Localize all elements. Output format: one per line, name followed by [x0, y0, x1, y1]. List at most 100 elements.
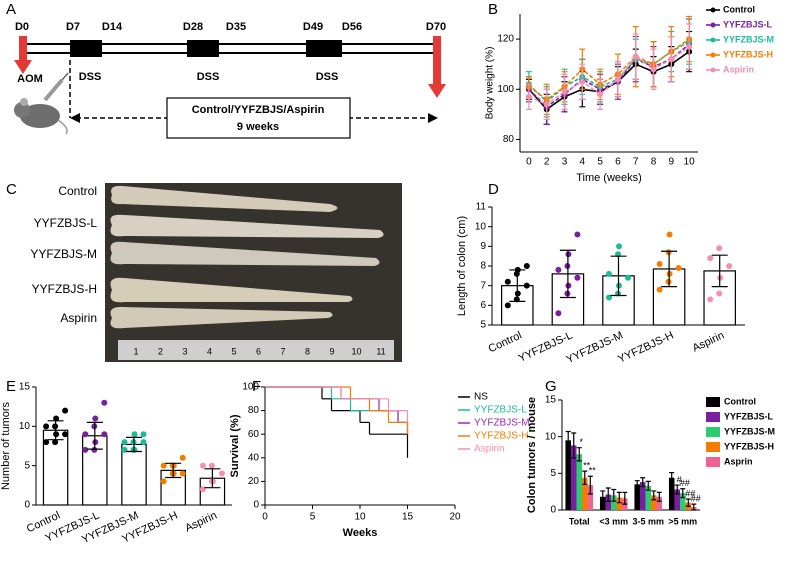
x-tick-label: 5: [310, 512, 316, 523]
treatment-box: [166, 97, 351, 139]
ruler: [118, 340, 394, 360]
significance-mark: *: [579, 437, 583, 447]
y-tick-label: 7: [480, 280, 486, 291]
error-bar: [711, 254, 728, 288]
legend-label: Control: [723, 4, 755, 14]
bar: [576, 454, 583, 510]
error-bar: [582, 470, 588, 485]
y-tick-label: 5: [24, 460, 30, 471]
end-arrow: [433, 36, 441, 86]
day-label: D70: [426, 21, 446, 33]
legend-label: Aspirin: [723, 64, 754, 74]
data-point: [726, 263, 733, 269]
aom-arrow-head: [14, 60, 32, 74]
x-tick-label: 4: [580, 157, 586, 168]
data-point: [656, 286, 663, 293]
legend-swatch: [706, 412, 720, 422]
significance-mark: ##: [680, 478, 690, 488]
legend-label: YYFZBJS-L: [723, 19, 773, 29]
dss-label: DSS: [79, 71, 102, 83]
dss-label: DSS: [197, 71, 220, 83]
y-tick-label: 40: [248, 452, 260, 463]
ruler-labels: 1 2 3 4 5 6 7 8 9 10 11: [133, 346, 385, 356]
data-point: [716, 245, 723, 252]
y-axis-label: Length of colon (cm): [456, 216, 468, 316]
y-tick-label: 10: [475, 221, 487, 232]
legend-label: YYFZBJS-M: [474, 418, 530, 429]
error-bar: [605, 487, 611, 502]
error-bar: [661, 250, 678, 288]
error-bar: [685, 498, 691, 507]
y-tick-label: 20: [248, 476, 260, 487]
data-point: [218, 470, 225, 477]
y-tick-label: 0: [24, 500, 30, 511]
x-tick-label: 0: [262, 512, 268, 523]
bar: [651, 495, 657, 510]
y-tick-label: 6: [480, 300, 486, 311]
legend-label: Aspirin: [474, 444, 505, 455]
error-bar: [634, 480, 640, 489]
data-point: [606, 270, 612, 277]
group-label: Aspirin: [60, 311, 97, 325]
legend-swatch: [706, 397, 720, 407]
day-label: D0: [15, 21, 29, 33]
panel-label: C: [6, 181, 17, 198]
ruler-number: 10: [351, 346, 361, 356]
data-point: [625, 274, 631, 281]
data-point: [504, 302, 511, 309]
bar: [679, 493, 686, 510]
data-point: [686, 43, 693, 50]
data-point: [561, 88, 568, 95]
x-tick-label: YYFZBJS-H: [616, 329, 675, 365]
error-bar: [126, 436, 142, 453]
data-point: [525, 93, 532, 100]
day-label: D7: [66, 21, 80, 33]
photo-background: [105, 183, 402, 362]
y-tick-label: 11: [476, 202, 487, 213]
group-label: YYFZBJS-H: [32, 282, 97, 296]
legend-swatch: [706, 442, 720, 452]
error-bar: [587, 475, 593, 495]
bar: [565, 440, 571, 510]
ruler-number: 11: [376, 346, 385, 356]
data-point: [208, 462, 215, 469]
legend-marker: [710, 37, 716, 43]
line-series: [528, 45, 690, 106]
data-point: [574, 274, 581, 281]
significance-mark: ##: [685, 488, 695, 498]
ruler-number: 3: [182, 346, 187, 356]
data-point: [160, 478, 167, 485]
x-tick-label: 7: [633, 157, 639, 168]
data-point: [43, 439, 50, 446]
dss-block: [187, 40, 219, 57]
aom-arrow: [19, 36, 27, 62]
data-point: [543, 101, 550, 108]
x-tick-label: YYFZBJS-M: [565, 329, 625, 366]
legend-label: NS: [474, 392, 488, 403]
legend-label: YYFZBJS-L: [474, 405, 527, 416]
legend-label: YYFZBJS-M: [723, 34, 774, 44]
data-point: [666, 231, 673, 238]
error-bar: [47, 420, 64, 441]
data-point: [707, 255, 714, 262]
data-point: [91, 446, 98, 453]
data-point: [579, 78, 586, 85]
error-bar: [651, 490, 657, 501]
legend-swatch: [706, 457, 720, 467]
x-tick-label: 3: [562, 157, 568, 168]
colon: [111, 185, 338, 212]
error-bar: [86, 421, 103, 450]
x-tick-label: 5: [597, 157, 603, 168]
panel-label: D: [488, 181, 499, 198]
error-bar: [680, 488, 686, 499]
ruler-number: 5: [231, 346, 236, 356]
legend-label: YYFZBJS-H: [724, 441, 774, 451]
error-bar: [674, 484, 680, 495]
bar: [674, 489, 680, 510]
data-point: [656, 261, 663, 268]
significance-mark: ##: [691, 494, 701, 504]
y-tick-label: 0: [253, 500, 259, 511]
x-tick-label: 2: [544, 157, 550, 168]
error-bar: [640, 477, 646, 488]
